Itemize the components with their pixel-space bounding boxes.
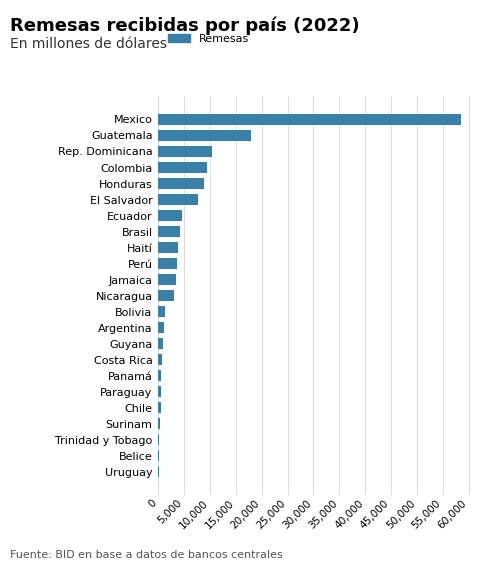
Bar: [158, 338, 163, 349]
Bar: [158, 274, 176, 285]
Bar: [158, 354, 163, 365]
Bar: [158, 194, 198, 205]
Text: Remesas recibidas por país (2022): Remesas recibidas por país (2022): [10, 17, 360, 35]
Bar: [158, 402, 161, 413]
Bar: [158, 290, 173, 301]
Bar: [158, 178, 204, 189]
Bar: [158, 322, 164, 333]
Bar: [158, 130, 251, 141]
Text: Fuente: BID en base a datos de bancos centrales: Fuente: BID en base a datos de bancos ce…: [10, 550, 283, 560]
Bar: [158, 162, 207, 173]
Bar: [158, 226, 180, 237]
Bar: [158, 258, 177, 269]
Bar: [158, 306, 165, 317]
Bar: [158, 146, 212, 157]
Legend: Remesas: Remesas: [164, 29, 254, 48]
Text: En millones de dólares: En millones de dólares: [10, 37, 167, 51]
Bar: [158, 434, 159, 445]
Bar: [158, 466, 159, 477]
Bar: [158, 210, 182, 221]
Bar: [158, 114, 461, 125]
Bar: [158, 370, 161, 381]
Bar: [158, 418, 160, 429]
Bar: [158, 450, 159, 461]
Bar: [158, 386, 161, 397]
Bar: [158, 242, 178, 253]
